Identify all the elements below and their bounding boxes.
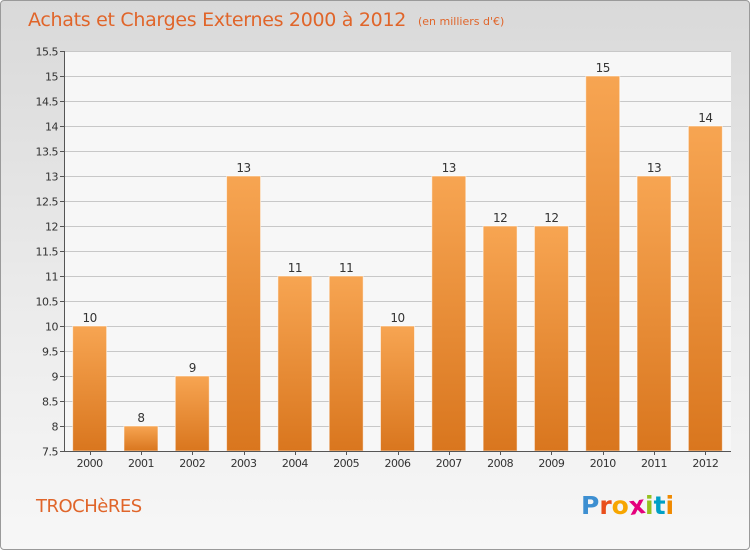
y-tick-label: 7.5	[42, 446, 58, 459]
y-tick-label: 9	[52, 371, 59, 384]
chart-title: Achats et Charges Externes 2000 à 2012	[28, 9, 407, 31]
bar-2011[interactable]	[636, 175, 672, 452]
data-label-2001: 8	[137, 411, 144, 425]
logo-letter: P	[581, 491, 600, 520]
y-tick-label: 14	[45, 121, 58, 134]
bar-2002[interactable]	[174, 375, 210, 452]
x-tick-label: 2010	[590, 457, 616, 470]
bar-2003[interactable]	[226, 175, 262, 452]
bar-2008[interactable]	[482, 225, 518, 452]
logo-letter: x	[626, 490, 647, 521]
x-tick-label: 2005	[333, 457, 359, 470]
bar-2006[interactable]	[380, 325, 415, 452]
x-tick-label: 2001	[128, 457, 154, 470]
y-tick-label: 9.5	[42, 346, 58, 359]
bar-2000[interactable]	[72, 325, 108, 452]
y-tick-label: 8.5	[42, 396, 58, 409]
y-tick-label: 12.5	[36, 196, 59, 209]
x-tick-label: 2006	[385, 457, 411, 470]
y-tick-label: 10	[45, 321, 58, 334]
y-tick-label: 11	[45, 271, 58, 284]
x-tick-label: 2003	[231, 457, 257, 470]
data-label-2007: 13	[442, 161, 456, 175]
y-tick-label: 15	[45, 71, 58, 84]
data-label-2008: 12	[493, 211, 507, 225]
x-axis-ticks: 2000 2001 2002 2003 2004 2005 2006 2007 2008 2009…	[77, 451, 719, 470]
x-tick-label: 2011	[641, 457, 667, 470]
data-label-2003: 13	[236, 161, 250, 175]
data-label-2011: 13	[647, 161, 661, 175]
y-tick-label: 10.5	[36, 296, 59, 309]
y-tick-label: 15.5	[36, 46, 59, 59]
bars	[72, 75, 723, 452]
bar-2005[interactable]	[328, 275, 364, 452]
bar-2009[interactable]	[533, 225, 569, 452]
bar-2012[interactable]	[687, 125, 723, 452]
bar-2010[interactable]	[585, 75, 621, 452]
bar-2001[interactable]	[123, 425, 159, 452]
y-tick-label: 13.5	[36, 146, 59, 159]
data-label-2004: 11	[288, 261, 302, 275]
x-tick-label: 2002	[179, 457, 205, 470]
data-label-2009: 12	[544, 211, 558, 225]
proxiti-logo[interactable]: Proxiti	[581, 490, 675, 521]
data-labels: 10 8 9 13 11 11 10 13 12 12 15 13 14	[83, 61, 713, 425]
y-tick-label: 12	[45, 221, 58, 234]
y-tick-label: 11.5	[36, 246, 59, 259]
data-label-2002: 9	[189, 361, 196, 375]
data-label-2000: 10	[83, 311, 97, 325]
x-tick-label: 2008	[487, 457, 513, 470]
x-tick-label: 2007	[436, 457, 462, 470]
y-tick-label: 14.5	[36, 96, 59, 109]
axes	[64, 51, 731, 452]
logo-letter: o	[611, 491, 629, 520]
data-label-2005: 11	[339, 261, 353, 275]
bar-2004[interactable]	[277, 275, 313, 452]
x-tick-label: 2009	[538, 457, 564, 470]
logo-letter: t	[653, 491, 666, 520]
y-axis-ticks: 7.5 8 8.5 9 9.5 10 10.5 11 11.5 12 12.5 13 13.5 14 14.…	[36, 46, 64, 459]
x-tick-label: 2004	[282, 457, 308, 470]
x-tick-label: 2012	[692, 457, 718, 470]
y-tick-label: 8	[52, 421, 59, 434]
data-label-2006: 10	[390, 311, 404, 325]
logo-letter: i	[645, 491, 654, 520]
data-label-2012: 14	[698, 111, 712, 125]
x-tick-label: 2000	[77, 457, 103, 470]
bar-2007[interactable]	[431, 175, 467, 452]
y-tick-label: 13	[45, 171, 58, 184]
data-label-2010: 15	[596, 61, 610, 75]
logo-letter: i	[665, 491, 675, 520]
logo-letter: r	[599, 491, 612, 520]
chart-unit: (en milliers d'€)	[418, 15, 505, 28]
commune-name: TROCHèRES	[36, 496, 142, 517]
